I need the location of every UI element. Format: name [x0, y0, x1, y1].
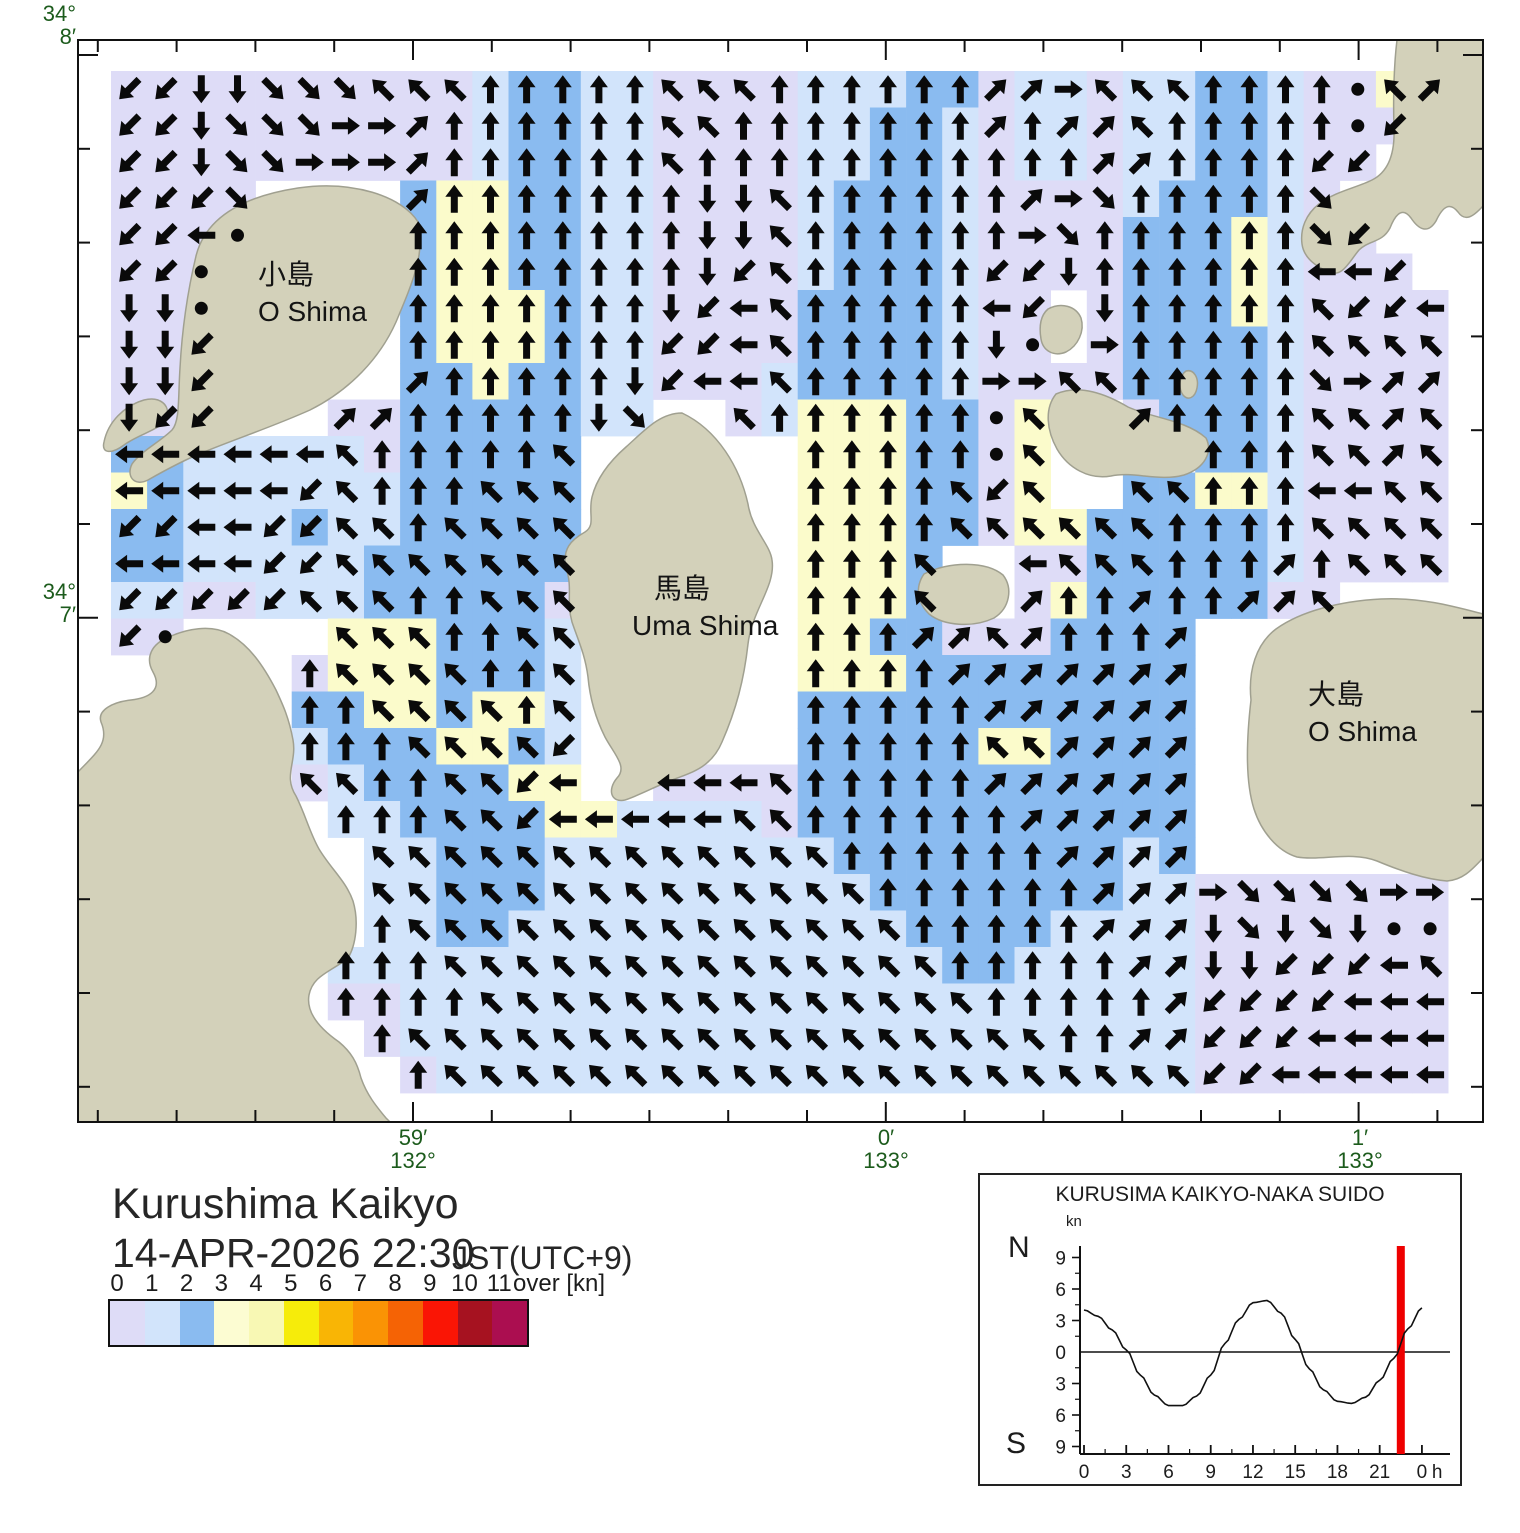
legend-swatch-4	[249, 1301, 284, 1345]
svg-text:21: 21	[1369, 1462, 1390, 1480]
legend-tick-0: 0	[110, 1270, 124, 1297]
lon-deg: 133°	[1337, 1148, 1383, 1173]
island-name-en: Uma Shima	[632, 610, 779, 641]
legend-swatch-3	[214, 1301, 249, 1345]
island-label-koshima: 小島 O Shima	[258, 256, 367, 330]
svg-text:9: 9	[1205, 1462, 1216, 1480]
svg-text:0: 0	[1055, 1343, 1066, 1364]
svg-text:9: 9	[1055, 1249, 1066, 1270]
current-arrows	[115, 75, 1445, 1089]
island-name-jp: 大島	[1308, 679, 1365, 710]
legend-tick-3: 3	[214, 1270, 228, 1297]
lon-min: 1′	[1351, 1125, 1369, 1150]
legend-swatch-5	[283, 1301, 319, 1345]
island-name-en: O Shima	[1308, 716, 1417, 747]
lon-min: 0′	[877, 1125, 895, 1150]
lon-label-1: 1′ 133°	[1310, 1126, 1410, 1172]
legend-swatch-10	[457, 1301, 493, 1345]
island-name-jp: 馬島	[654, 573, 711, 604]
lat-label-34-8: 34° 8′	[20, 2, 76, 48]
svg-text:15: 15	[1285, 1462, 1306, 1480]
svg-text:0: 0	[1417, 1462, 1428, 1480]
land-masses	[77, 39, 1484, 1123]
island-label-umashima: 馬島 Uma Shima	[632, 570, 778, 644]
legend-tick-5: 5	[284, 1270, 298, 1297]
lat-min: 8′	[59, 24, 76, 49]
legend-colorbar	[108, 1299, 529, 1347]
legend-swatch-8	[388, 1301, 423, 1345]
lat-deg: 34°	[42, 1, 76, 26]
svg-text:0: 0	[1079, 1462, 1090, 1480]
lon-label-0: 0′ 133°	[836, 1126, 936, 1172]
svg-text:3: 3	[1121, 1462, 1132, 1480]
legend-swatch-1	[144, 1301, 180, 1345]
svg-text:18: 18	[1327, 1462, 1348, 1480]
legend-tick-7: 7	[353, 1270, 367, 1297]
lon-label-59: 59′ 132°	[363, 1126, 463, 1172]
legend-tick-9: 9	[423, 1270, 437, 1297]
legend-swatch-2	[179, 1301, 215, 1345]
svg-text:3: 3	[1055, 1312, 1066, 1333]
legend-swatch-0	[110, 1301, 145, 1345]
legend-tick-6: 6	[318, 1270, 333, 1297]
legend-over-label: over [kn]	[513, 1270, 606, 1297]
legend-tick-11: 11	[486, 1270, 512, 1297]
svg-text:12: 12	[1242, 1462, 1263, 1480]
legend-tick-2: 2	[179, 1270, 194, 1297]
legend-swatch-9	[422, 1301, 458, 1345]
datetime-label: 14-APR-2026 22:30	[112, 1230, 475, 1276]
map-frame	[77, 39, 1484, 1123]
legend-swatch-11	[492, 1301, 527, 1345]
legend-swatch-6	[318, 1301, 354, 1345]
timezone-label: JST(UTC+9)	[452, 1240, 633, 1276]
svg-text:3: 3	[1055, 1375, 1066, 1396]
lon-deg: 133°	[863, 1148, 909, 1173]
current-time-marker	[1396, 1246, 1405, 1454]
tide-graph-panel: KURUSIMA KAIKYO-NAKA SUIDO kn N S 9 6 3 0 3 6…	[978, 1173, 1462, 1486]
svg-text:9: 9	[1055, 1438, 1066, 1459]
lat-min: 7′	[59, 602, 76, 627]
lat-deg: 34°	[42, 579, 76, 604]
tide-south-label: S	[1006, 1427, 1027, 1460]
current-vector-map	[77, 39, 1484, 1123]
island-name-en: O Shima	[258, 296, 367, 327]
legend-tick-4: 4	[249, 1270, 263, 1297]
tide-north-label: N	[1008, 1231, 1030, 1264]
tide-unit-label: kn	[1066, 1213, 1082, 1230]
lon-deg: 132°	[390, 1148, 436, 1173]
legend-tick-10: 10	[451, 1270, 478, 1297]
legend-tick-8: 8	[388, 1270, 402, 1297]
lat-label-34-7: 34° 7′	[20, 580, 76, 626]
island-name-jp: 小島	[258, 259, 315, 290]
svg-text:6: 6	[1163, 1462, 1174, 1480]
island-label-oshima-se: 大島 O Shima	[1308, 676, 1417, 750]
lon-min: 59′	[398, 1125, 428, 1150]
legend-swatch-7	[353, 1301, 388, 1345]
legend-tick-1: 1	[145, 1270, 159, 1297]
svg-text:h: h	[1432, 1462, 1443, 1480]
page-title: Kurushima Kaikyo	[112, 1180, 459, 1228]
tide-current-curve	[1083, 1299, 1423, 1407]
tide-graph-title: KURUSIMA KAIKYO-NAKA SUIDO	[1055, 1183, 1385, 1206]
svg-text:6: 6	[1055, 1280, 1066, 1301]
svg-text:6: 6	[1055, 1406, 1066, 1427]
